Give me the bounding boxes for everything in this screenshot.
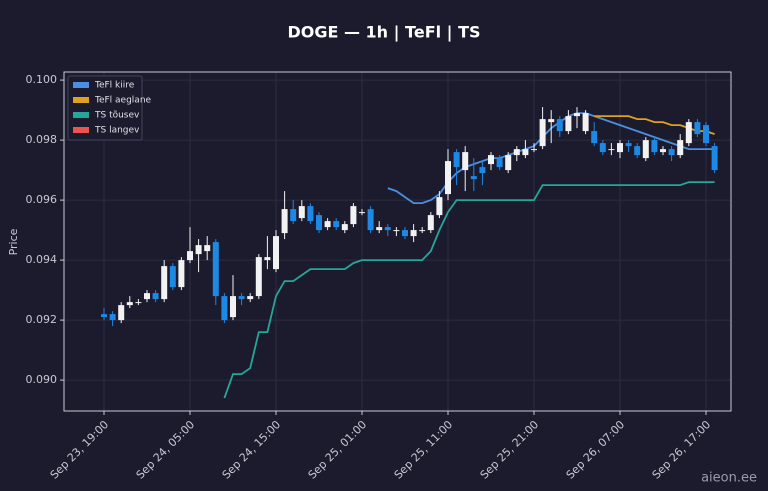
candle-body	[187, 251, 193, 261]
candle-body	[505, 155, 512, 171]
candle-body	[496, 158, 503, 168]
legend-label: TS tõusev	[94, 111, 140, 121]
candle-body	[126, 302, 133, 306]
candle-body	[685, 122, 692, 144]
candle-body	[660, 149, 666, 153]
candle-body	[488, 155, 494, 165]
candle-body	[410, 230, 417, 237]
candle-body	[281, 209, 288, 234]
y-tick-label: 0.094	[26, 253, 58, 266]
candle-body	[419, 230, 426, 232]
candle-body	[212, 242, 219, 297]
candle-body	[711, 146, 718, 171]
candle-body	[479, 167, 486, 174]
legend-swatch	[73, 97, 89, 103]
candle-body	[144, 293, 150, 300]
chart-title: DOGE — 1h | TeFl | TS	[287, 23, 480, 43]
candle-body	[238, 296, 245, 300]
candle-body	[539, 119, 546, 147]
y-tick-label: 0.092	[26, 313, 58, 326]
candle-body	[608, 149, 615, 151]
legend-swatch	[73, 127, 89, 133]
candle-body	[427, 215, 434, 231]
candle-body	[376, 227, 383, 231]
plot-frame	[63, 71, 732, 412]
candle-body	[264, 257, 271, 261]
y-tick-label: 0.100	[26, 73, 58, 86]
candle-body	[703, 125, 709, 144]
candle-body	[462, 152, 469, 171]
y-tick-label: 0.096	[26, 193, 58, 206]
candle-body	[453, 152, 460, 168]
candle-body	[178, 260, 185, 288]
candle-body	[402, 230, 408, 237]
candle-body	[582, 113, 589, 132]
candle-body	[367, 209, 374, 231]
candle-body	[625, 143, 632, 147]
candle-body	[651, 140, 658, 153]
legend-swatch	[73, 112, 89, 118]
legend-label: TeFl aeglane	[94, 96, 152, 106]
candle-body	[617, 143, 623, 153]
candle-body	[247, 296, 254, 300]
candle-body	[359, 212, 365, 214]
legend-swatch	[73, 82, 89, 88]
candle-body	[565, 116, 572, 132]
series-line	[223, 181, 715, 399]
candle-body	[324, 221, 331, 228]
watermark: aieon.ee	[701, 471, 757, 486]
candle-body	[470, 176, 477, 180]
legend: TeFl kiire TeFl aeglane TS tõusev TS langev	[67, 75, 152, 141]
candle-body	[204, 245, 211, 252]
candle-body	[161, 266, 168, 300]
candle-body	[599, 143, 606, 153]
legend-label: TS langev	[94, 126, 140, 136]
candle-body	[169, 266, 176, 288]
candle-body	[290, 209, 297, 222]
candle-body	[591, 131, 598, 144]
candle-body	[548, 119, 555, 123]
candle-body	[135, 302, 142, 304]
candle-body	[436, 197, 443, 216]
legend-label: TeFl kiire	[94, 81, 135, 91]
candle-body	[668, 149, 675, 156]
candle-body	[118, 305, 125, 321]
candle-body	[109, 314, 116, 321]
candle-body	[333, 221, 340, 228]
candle-body	[531, 149, 537, 151]
y-tick-label: 0.090	[26, 373, 58, 386]
candle-body	[556, 119, 563, 132]
candle-body	[694, 122, 701, 135]
candle-body	[316, 215, 322, 231]
candle-body	[677, 140, 684, 156]
y-axis-label: Price	[7, 228, 20, 255]
candle-body	[221, 296, 228, 321]
candle-body	[574, 113, 580, 117]
candle-body	[273, 236, 279, 270]
candle-body	[341, 224, 348, 231]
candle-body	[195, 245, 202, 255]
candle-body	[101, 314, 107, 318]
candle-body	[152, 293, 159, 300]
candle-body	[230, 296, 236, 318]
candle-body	[350, 206, 357, 225]
candle-body	[642, 140, 649, 159]
candle-body	[307, 206, 314, 222]
candle-body	[393, 230, 400, 232]
candle-body	[522, 149, 529, 156]
candle-body	[634, 146, 641, 156]
candle-body	[298, 206, 305, 219]
y-tick-label: 0.098	[26, 133, 58, 146]
candle-body	[445, 161, 451, 195]
legend-box	[67, 75, 143, 141]
candle-body	[255, 257, 262, 297]
candle-body	[513, 149, 520, 156]
candle-body	[384, 227, 391, 231]
